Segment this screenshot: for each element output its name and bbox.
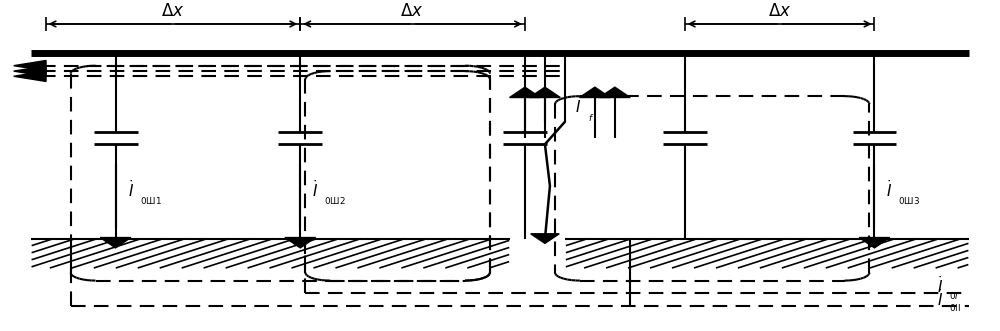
Polygon shape (859, 238, 890, 248)
Text: $\Delta x$: $\Delta x$ (768, 3, 791, 20)
Text: ${}_{0\text{Ш}2}$: ${}_{0\text{Ш}2}$ (324, 194, 346, 207)
Text: $\dot{I}$: $\dot{I}$ (886, 179, 893, 200)
Polygon shape (14, 61, 46, 71)
Text: ${}_{f}$: ${}_{f}$ (588, 110, 594, 122)
Polygon shape (14, 66, 46, 76)
Polygon shape (14, 71, 46, 81)
Text: $\Delta x$: $\Delta x$ (400, 3, 424, 20)
Text: ${}_{0\text{Ш}1}$: ${}_{0\text{Ш}1}$ (140, 194, 161, 207)
Polygon shape (531, 234, 559, 243)
Text: $\dot{I}$: $\dot{I}$ (128, 179, 134, 200)
Text: ${}_{0I}$: ${}_{0I}$ (949, 289, 959, 302)
Text: $\dot{I}$: $\dot{I}$ (937, 288, 943, 309)
Text: $\dot{I}$: $\dot{I}$ (312, 179, 318, 200)
Polygon shape (599, 87, 630, 98)
Text: $\dot{I}$: $\dot{I}$ (575, 95, 581, 116)
Polygon shape (510, 87, 540, 98)
Polygon shape (579, 87, 610, 98)
Polygon shape (100, 238, 131, 248)
Text: $\dot{I}$: $\dot{I}$ (937, 275, 943, 296)
Text: ${}_{0\text{Ш}3}$: ${}_{0\text{Ш}3}$ (898, 194, 920, 207)
Text: $\Delta x$: $\Delta x$ (161, 3, 184, 20)
Polygon shape (285, 238, 316, 248)
Text: ${}_{0\text{II}}$: ${}_{0\text{II}}$ (949, 301, 961, 314)
Polygon shape (530, 87, 560, 98)
